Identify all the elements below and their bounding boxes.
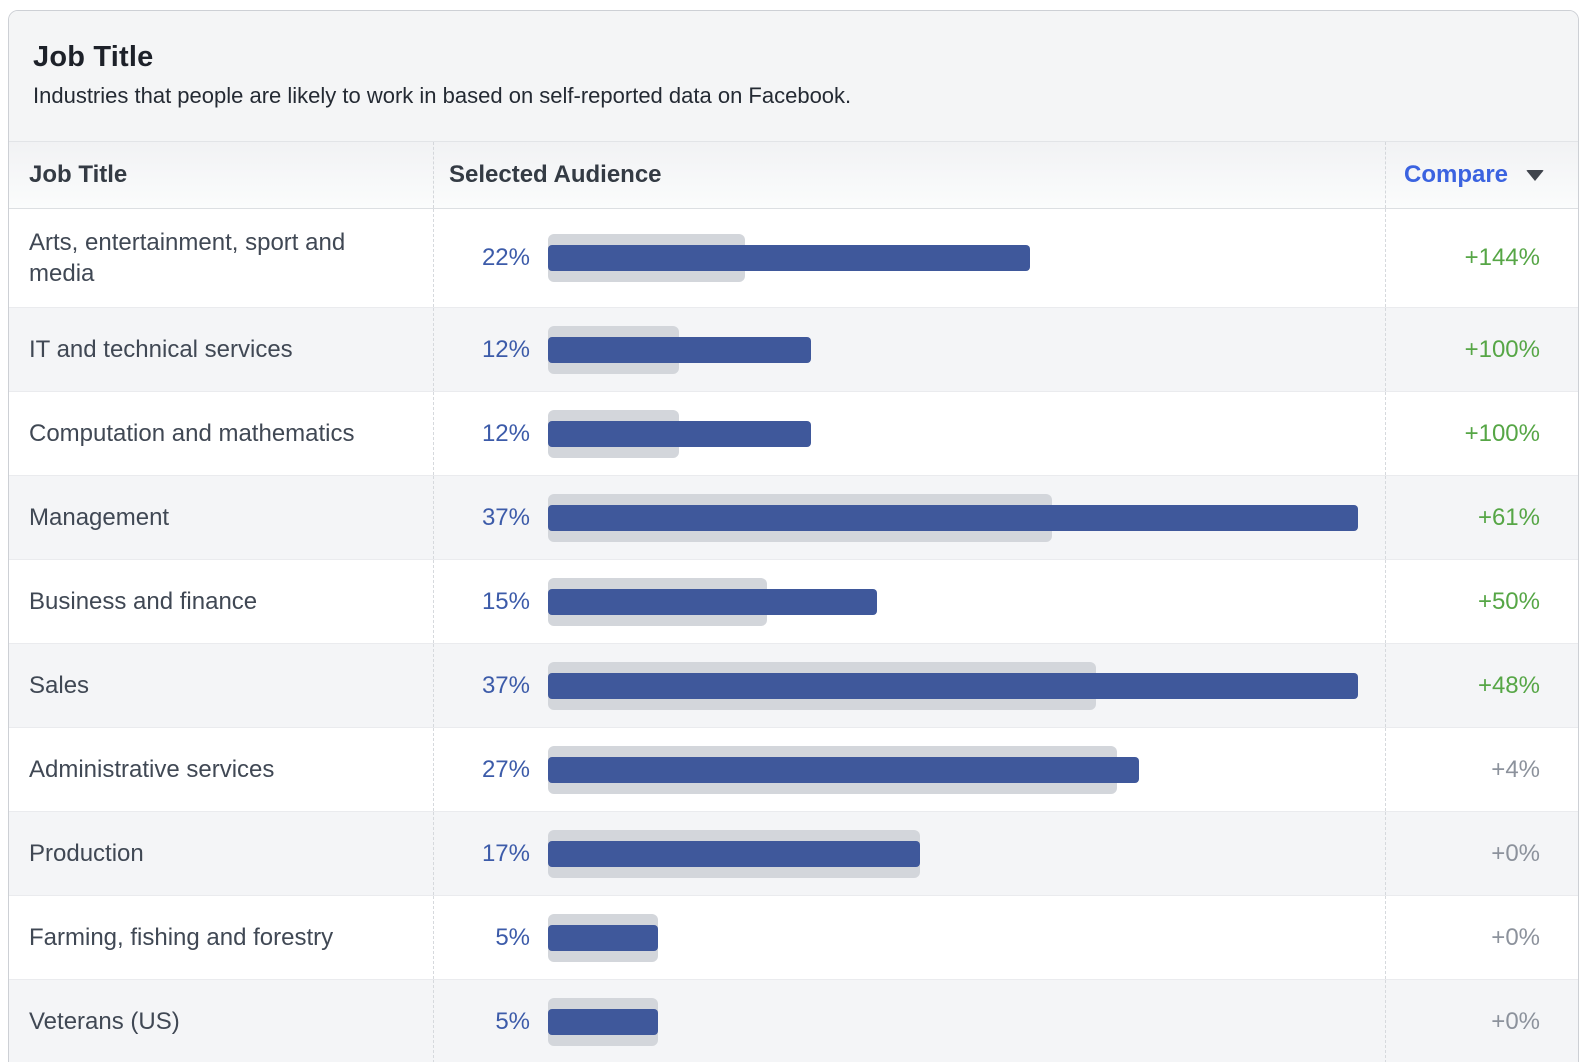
selected-pct: 22% (481, 244, 530, 271)
card-header: Job Title Industries that people are lik… (9, 11, 1578, 141)
selected-bar (548, 756, 1139, 783)
row-compare-cell: +61% (1385, 476, 1578, 559)
row-label: Computation and mathematics (29, 420, 355, 447)
selected-bar (548, 245, 1030, 271)
compare-value: +144% (1464, 244, 1540, 271)
row-compare-cell: +0% (1385, 812, 1578, 895)
row-label: Administrative services (29, 756, 275, 783)
row-compare-cell: +100% (1385, 392, 1578, 475)
row-compare-cell: +48% (1385, 644, 1578, 727)
page-subtitle: Industries that people are likely to wor… (33, 83, 852, 108)
selected-pct: 12% (481, 419, 530, 447)
selected-bar (548, 840, 920, 867)
row-compare-cell: +0% (1385, 896, 1578, 979)
compare-value: +48% (1477, 671, 1540, 699)
selected-bar (548, 672, 1358, 699)
selected-pct: 37% (481, 503, 530, 531)
table-row: Farming, fishing and forestry 5% +0% (9, 895, 1578, 979)
row-compare-cell: +144% (1385, 209, 1578, 307)
row-label: IT and technical services (29, 336, 293, 363)
row-label: Production (29, 840, 144, 867)
selected-pct: 17% (481, 839, 530, 867)
compare-value: +0% (1491, 1007, 1540, 1035)
selected-pct: 12% (481, 335, 530, 363)
compare-dropdown-label: Compare (1404, 161, 1509, 188)
job-title-card: Job Title Industries that people are lik… (8, 10, 1579, 1062)
table-row: Sales 37% +48% (9, 643, 1578, 727)
row-bars-cell: 37% (433, 476, 1385, 559)
selected-pct: 37% (481, 671, 530, 699)
compare-value: +0% (1491, 839, 1540, 867)
row-bars-cell: 12% (433, 308, 1385, 391)
bar-track (548, 913, 1385, 962)
row-bars-cell: 27% (433, 728, 1385, 811)
bar-track (548, 661, 1385, 710)
table-row: Management 37% +61% (9, 475, 1578, 559)
row-compare-cell: +50% (1385, 560, 1578, 643)
table-row: Administrative services 27% +4% (9, 727, 1578, 811)
chevron-down-icon (1526, 169, 1544, 181)
compare-value: +100% (1464, 419, 1540, 447)
row-compare-cell: +4% (1385, 728, 1578, 811)
selected-bar (548, 1008, 658, 1035)
selected-bar (548, 420, 811, 447)
selected-bar (548, 336, 811, 363)
compare-value: +0% (1491, 923, 1540, 951)
bar-track (548, 409, 1385, 458)
row-bars-cell: 22% (433, 209, 1385, 307)
selected-bar (548, 504, 1358, 531)
row-bars-cell: 5% (433, 980, 1385, 1062)
bar-track (548, 997, 1385, 1046)
row-compare-cell: +0% (1385, 980, 1578, 1062)
compare-value: +100% (1464, 335, 1540, 363)
selected-pct: 15% (481, 587, 530, 615)
row-bars-cell: 12% (433, 392, 1385, 475)
table-row: Computation and mathematics 12% +100% (9, 391, 1578, 475)
bar-track (548, 493, 1385, 542)
row-bars-cell: 37% (433, 644, 1385, 727)
row-label: Veterans (US) (29, 1008, 180, 1035)
bar-track (548, 745, 1385, 794)
table-header: Job Title Selected Audience Compare (9, 141, 1578, 209)
selected-pct: 5% (495, 923, 530, 951)
row-label: Management (29, 504, 170, 531)
table-row: Production 17% +0% (9, 811, 1578, 895)
row-bars-cell: 17% (433, 812, 1385, 895)
row-label: Sales (29, 672, 90, 699)
table-row: Business and finance 15% +50% (9, 559, 1578, 643)
table-row: Arts, entertainment, sport and media 22%… (9, 209, 1578, 307)
column-header-job-title: Job Title (29, 161, 128, 188)
selected-bar (548, 588, 877, 615)
row-bars-cell: 15% (433, 560, 1385, 643)
column-header-compare: Compare (1385, 142, 1578, 208)
bar-track (548, 829, 1385, 878)
row-label: Business and finance (29, 588, 258, 615)
compare-dropdown[interactable]: Compare (1404, 161, 1544, 189)
bar-track (548, 325, 1385, 374)
selected-bar (548, 924, 658, 951)
bar-track (548, 577, 1385, 626)
selected-pct: 27% (481, 755, 530, 783)
column-header-selected-audience: Selected Audience (433, 142, 1385, 208)
page-title: Job Title (33, 41, 154, 73)
compare-value: +4% (1491, 755, 1540, 783)
row-label: Farming, fishing and forestry (29, 924, 334, 951)
row-label: Arts, entertainment, sport and media (29, 229, 346, 287)
compare-value: +61% (1477, 503, 1540, 531)
row-bars-cell: 5% (433, 896, 1385, 979)
table-row: IT and technical services 12% +100% (9, 307, 1578, 391)
bar-track (548, 234, 1385, 282)
table-row: Veterans (US) 5% +0% (9, 979, 1578, 1062)
compare-value: +50% (1477, 587, 1540, 615)
row-compare-cell: +100% (1385, 308, 1578, 391)
table-body: Arts, entertainment, sport and media 22%… (9, 209, 1578, 1062)
selected-pct: 5% (495, 1007, 530, 1035)
